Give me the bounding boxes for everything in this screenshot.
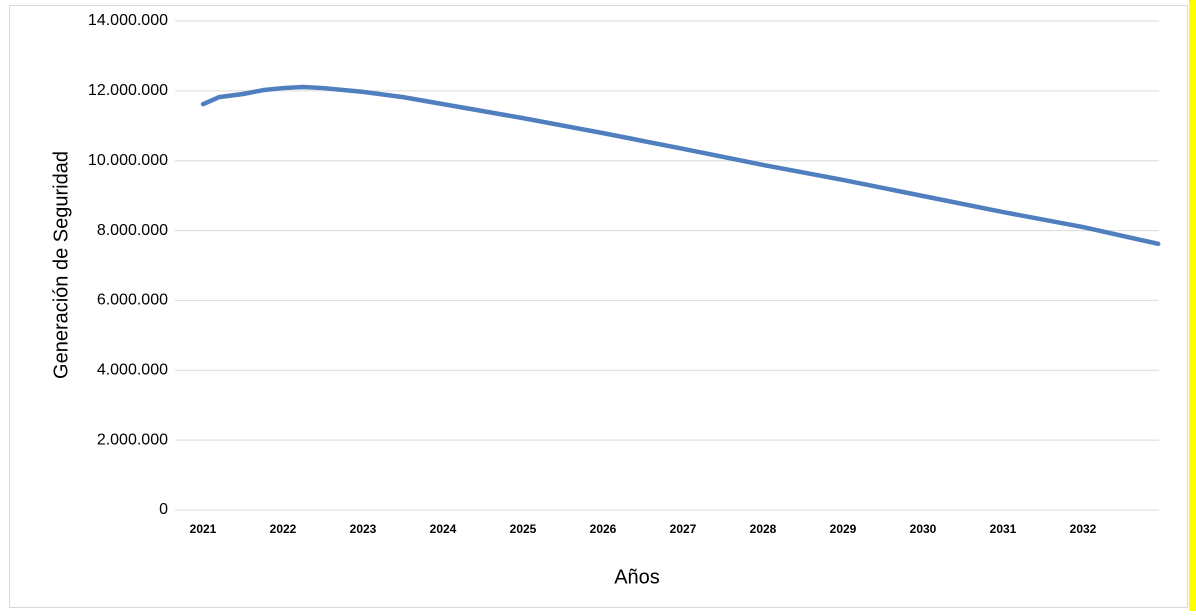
x-tick-label: 2023	[350, 522, 377, 536]
y-tick-label: 12.000.000	[88, 82, 168, 99]
y-tick-label: 14.000.000	[88, 12, 168, 29]
chart-frame	[9, 5, 1188, 608]
x-tick-label: 2027	[670, 522, 697, 536]
highlight-bar	[1189, 0, 1196, 611]
y-tick-label: 6.000.000	[97, 292, 168, 309]
x-tick-label: 2028	[750, 522, 777, 536]
x-tick-label: 2031	[990, 522, 1017, 536]
x-tick-label: 2029	[830, 522, 857, 536]
y-axis-title: Generación de Seguridad	[50, 151, 72, 379]
x-tick-label: 2021	[190, 522, 217, 536]
x-tick-label: 2032	[1070, 522, 1097, 536]
x-tick-label: 2026	[590, 522, 617, 536]
x-tick-label: 2022	[270, 522, 297, 536]
y-tick-label: 0	[159, 501, 168, 518]
y-tick-label: 4.000.000	[97, 362, 168, 379]
y-tick-label: 2.000.000	[97, 431, 168, 448]
x-tick-label: 2030	[910, 522, 937, 536]
x-tick-label: 2024	[430, 522, 457, 536]
x-tick-label: 2025	[510, 522, 537, 536]
x-axis-title: Años	[614, 566, 660, 588]
y-tick-label: 8.000.000	[97, 222, 168, 239]
series-line	[200, 84, 1161, 247]
y-tick-label: 10.000.000	[88, 152, 168, 169]
